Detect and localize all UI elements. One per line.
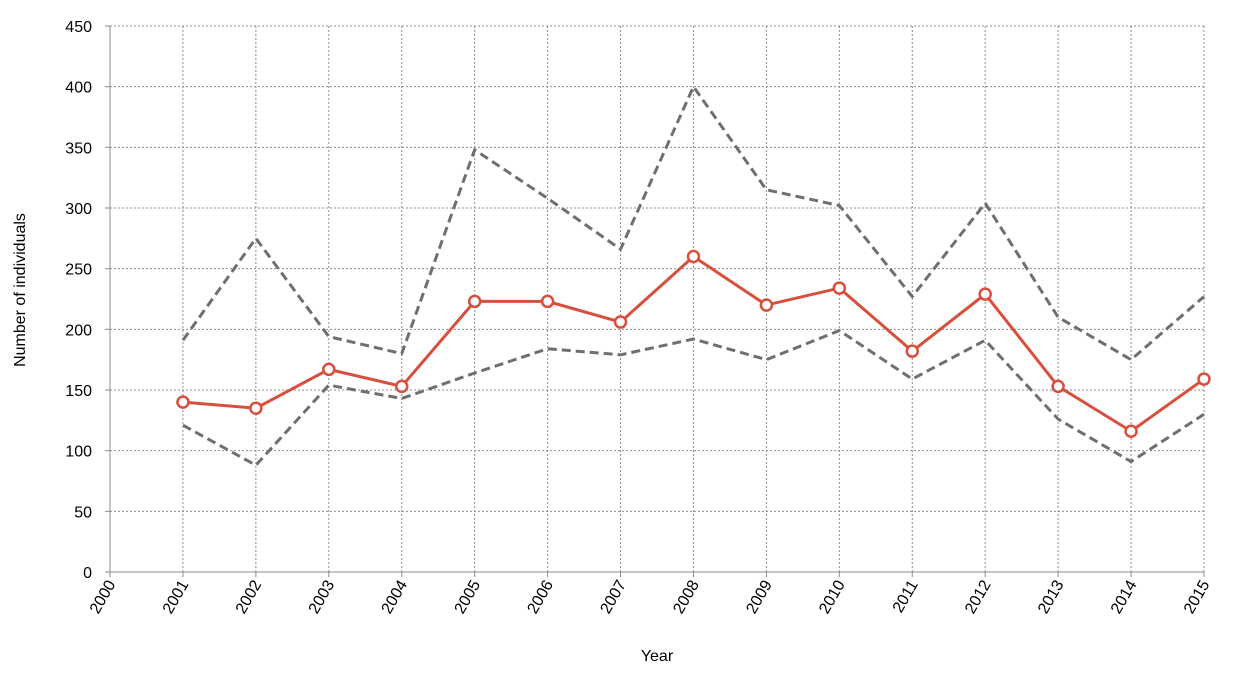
x-tick-label: 2007 — [597, 577, 630, 616]
data-point-marker — [394, 379, 409, 394]
x-axis-title: Year — [641, 648, 674, 665]
x-tick-label: 2006 — [525, 577, 558, 616]
data-point-marker — [176, 395, 190, 409]
dashed-series-line-1 — [181, 83, 1205, 362]
x-tick-label: 2014 — [1108, 577, 1141, 616]
y-tick-label: 350 — [65, 140, 92, 157]
y-axis-title: Number of individuals — [12, 213, 29, 367]
y-tick-label: 50 — [74, 504, 92, 521]
data-point-marker — [540, 294, 555, 309]
x-tick-label: 2004 — [379, 577, 412, 616]
x-tick-label: 2001 — [160, 577, 193, 616]
data-point-marker — [1124, 424, 1138, 439]
axes — [105, 25, 1205, 577]
data-point-marker — [1051, 379, 1065, 394]
x-tick-label: 2002 — [233, 577, 266, 616]
data-point-marker — [905, 344, 920, 358]
x-tick-label: 2010 — [816, 577, 849, 616]
grid — [110, 25, 1205, 572]
x-tick-label: 2013 — [1035, 577, 1068, 616]
data-point-marker — [759, 298, 774, 312]
y-tick-label: 150 — [65, 383, 92, 400]
x-tick-labels: 2000 2001 2002 2003 2004 2005 2006 2007 2008 2009… — [87, 577, 1214, 616]
x-tick-label: 2003 — [306, 577, 339, 616]
x-tick-label: 2011 — [890, 577, 922, 615]
data-point-marker — [613, 315, 628, 329]
y-tick-label: 250 — [65, 262, 92, 279]
x-tick-label: 2005 — [452, 577, 485, 616]
y-tick-labels: 0 50 100 150 200 250 300 350 400 450 — [65, 19, 92, 582]
data-point-marker — [832, 281, 847, 295]
data-point-marker — [467, 294, 482, 309]
dashed-series-line-2 — [182, 328, 1205, 468]
y-tick-label: 0 — [83, 565, 92, 582]
y-tick-label: 400 — [65, 80, 92, 97]
data-point-marker — [686, 249, 701, 264]
x-tick-label: 2000 — [87, 577, 120, 616]
series-group — [176, 83, 1211, 468]
x-tick-label: 2015 — [1181, 577, 1214, 616]
x-tick-label: 2012 — [962, 577, 995, 616]
data-point-marker — [322, 362, 336, 377]
data-point-marker — [249, 401, 263, 415]
y-tick-label: 100 — [65, 444, 92, 461]
x-tick-label: 2009 — [743, 577, 776, 616]
y-tick-label: 450 — [65, 19, 92, 36]
y-tick-label: 200 — [65, 322, 92, 339]
x-tick-label: 2008 — [670, 577, 703, 616]
data-point-marker — [1197, 372, 1211, 386]
data-point-marker — [978, 287, 992, 301]
y-tick-label: 300 — [65, 201, 92, 218]
